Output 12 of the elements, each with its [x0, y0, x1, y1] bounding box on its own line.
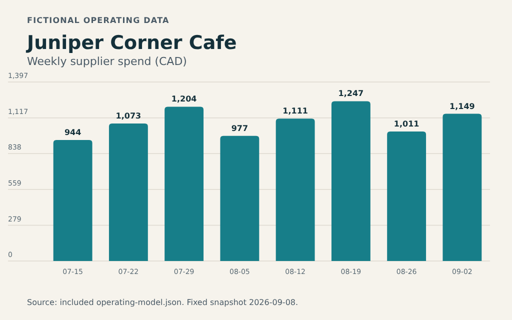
text: FICTIONAL OPERATING DATA [27, 16, 170, 25]
data-label: 1,247 [338, 89, 364, 98]
data-label: 1,011 [394, 119, 420, 128]
data-label: 1,111 [282, 106, 308, 116]
data-label: 1,149 [450, 102, 476, 111]
data-label: 1,204 [171, 94, 198, 104]
source-note: Source: included operating-model.json. Fixed snapshot 2026-09-08. [27, 298, 298, 307]
chart-title: Juniper Corner Cafe [25, 32, 237, 54]
chart-subtitle: Weekly supplier spend (CAD) [27, 55, 187, 68]
data-label: 1,073 [116, 112, 142, 121]
data-label: 944 [64, 128, 82, 138]
data-label: 977 [231, 124, 248, 133]
